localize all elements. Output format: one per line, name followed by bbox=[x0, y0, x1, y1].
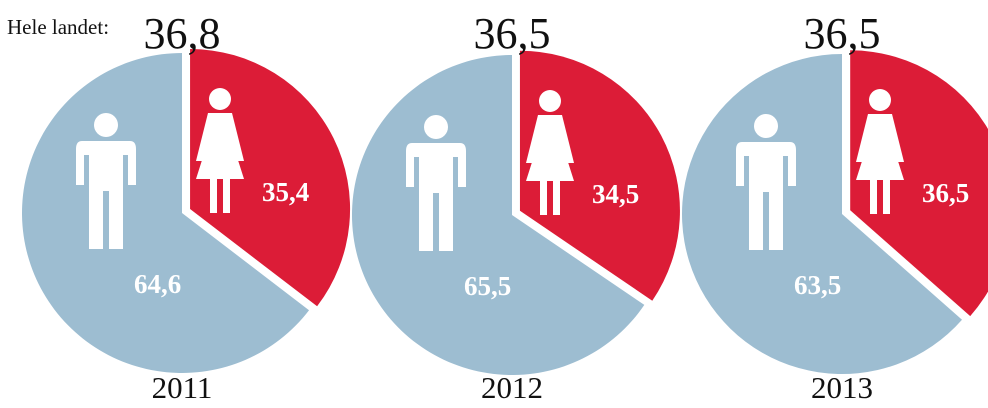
value-label-women: 36,5 bbox=[922, 178, 969, 208]
man-icon bbox=[406, 115, 466, 251]
total-label: 36,5 bbox=[474, 9, 551, 58]
total-label: 36,5 bbox=[804, 9, 881, 58]
country-label: Hele landet: bbox=[7, 15, 109, 39]
value-label-men: 64,6 bbox=[134, 269, 181, 299]
value-label-men: 63,5 bbox=[794, 270, 841, 300]
year-label: 2011 bbox=[152, 370, 213, 405]
total-label: 36,8 bbox=[144, 9, 221, 58]
pie-chart-2012: 34,5 65,5 36,5 2012 bbox=[351, 9, 680, 405]
woman-icon bbox=[856, 89, 904, 214]
slice-women-2012 bbox=[519, 50, 680, 301]
slice-men-2013 bbox=[682, 54, 963, 374]
slice-men-2012 bbox=[351, 55, 645, 375]
man-icon bbox=[736, 114, 796, 250]
slice-men-2011 bbox=[22, 53, 310, 373]
woman-icon bbox=[526, 90, 574, 215]
woman-icon bbox=[196, 88, 244, 213]
value-label-women: 35,4 bbox=[262, 177, 309, 207]
value-label-men: 65,5 bbox=[464, 271, 511, 301]
year-label: 2012 bbox=[481, 370, 543, 405]
year-label: 2013 bbox=[811, 370, 873, 405]
pie-chart-2013: 36,5 63,5 36,5 2013 bbox=[682, 9, 988, 405]
value-label-women: 34,5 bbox=[592, 179, 639, 209]
pie-chart-2011: 35,4 64,6 36,8 2011 bbox=[22, 9, 351, 405]
man-icon bbox=[76, 113, 136, 249]
